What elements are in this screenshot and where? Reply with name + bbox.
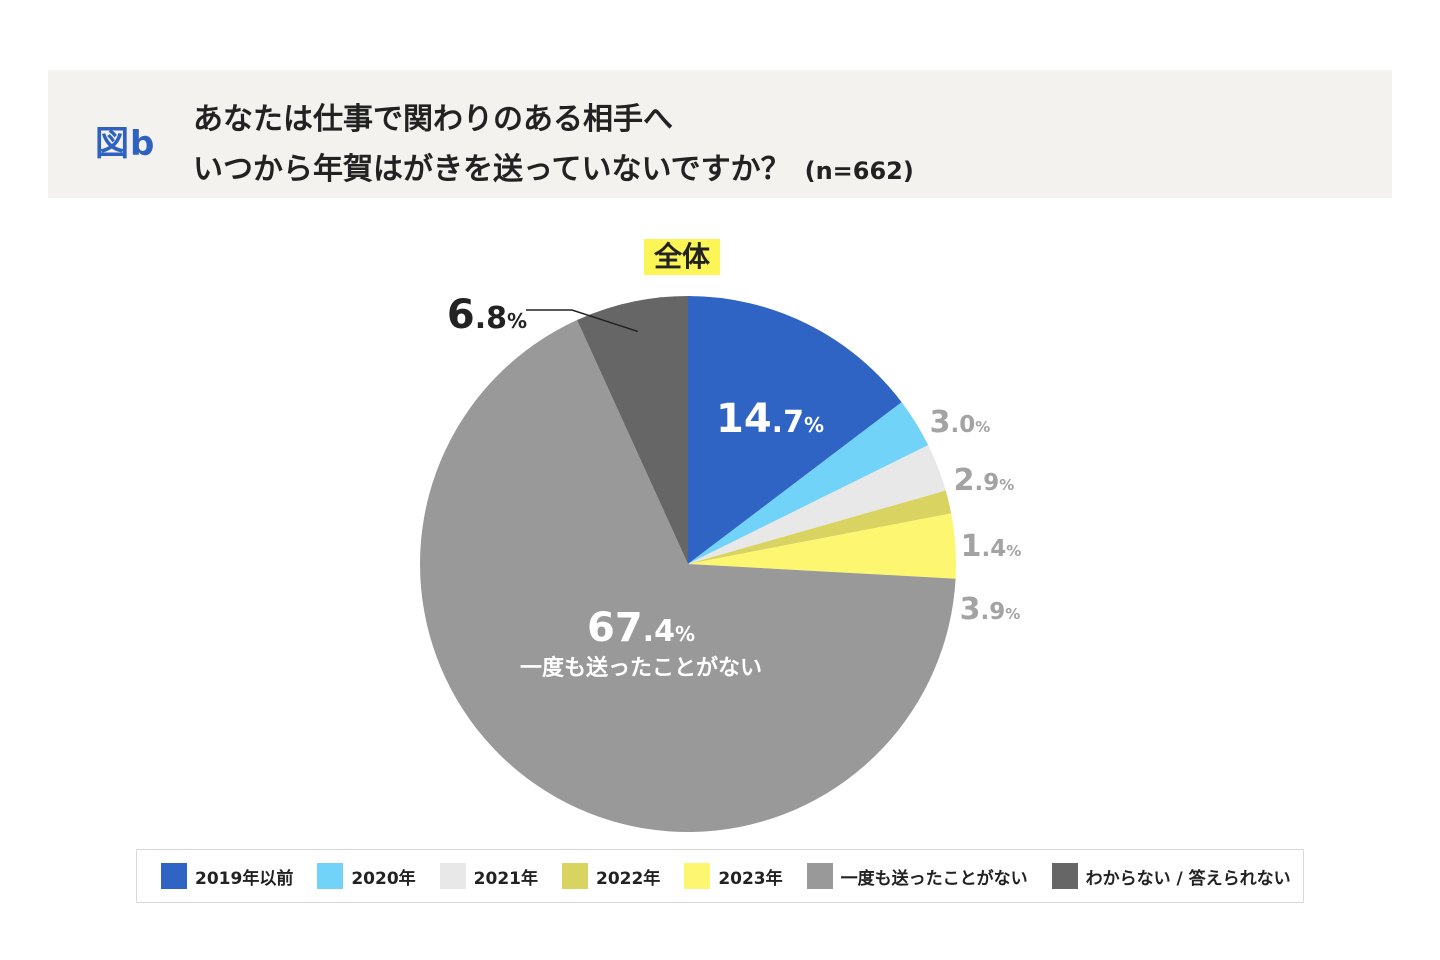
data-label-3: 2.9% [954,463,1015,498]
leader-line [526,309,638,333]
slice-caption: 一度も送ったことがない [520,655,762,681]
pie-slice-4 [688,490,952,564]
legend-item-3: 2021年 [439,863,538,889]
legend-item-6: 一度も送ったことがない [806,863,1028,889]
chart-subtitle: 全体 [644,239,721,275]
data-label-4: 1.4% [961,529,1022,564]
legend-label: 2019年以前 [195,868,294,889]
legend-swatch [161,863,187,889]
legend-label: 2022年 [595,868,661,889]
legend-items: 2019年以前 2020年 2021年 2022年 2023年 一度も送ったことがない わか… [137,850,1303,902]
legend-swatch [806,863,833,889]
pie-slice-7 [577,296,688,564]
figure-label: 図b [95,124,156,164]
legend-swatch [317,863,344,889]
legend-label: 2020年 [351,868,416,889]
chart-title-line-2: いつから年賀はがきを送っていないですか？ (n=662) [193,144,914,188]
data-label-5: 3.9% [960,592,1021,627]
legend-label: わからない / 答えられない [1085,868,1291,889]
legend-item-1: 2019年以前 [161,863,293,889]
legend-item-7: わからない / 答えられない [1051,863,1291,889]
sample-size: (n=662) [804,157,914,185]
pie-slice-1 [688,296,902,564]
pie-slice-3 [688,445,946,564]
legend-item-5: 2023年 [684,863,783,889]
legend-swatch [439,863,466,889]
legend-label: 2021年 [473,868,538,889]
legend-label: 一度も送ったことがない [840,868,1028,889]
pie-slice-6 [420,320,956,832]
legend-swatch [684,863,711,889]
legend-label: 2023年 [718,868,783,889]
legend-swatch [1051,863,1078,889]
pie-slice-5 [688,513,957,579]
chart-title-line-2-text: いつから年賀はがきを送っていないですか？ [193,152,791,187]
data-label-2: 3.0% [930,405,991,440]
legend-item-2: 2020年 [317,863,416,889]
data-label-7: 6.8% [447,292,527,338]
pie-slice-2 [688,402,929,564]
legend: 2019年以前 2020年 2021年 2022年 2023年 一度も送ったことがない わか… [136,849,1304,903]
data-label-1: 14.7% [716,396,824,442]
chart-title-line-1: あなたは仕事で関わりのある相手へ [193,102,673,137]
title-banner [48,70,1392,198]
data-label-6: 67.4% [587,605,695,651]
legend-swatch [561,863,588,889]
legend-item-4: 2022年 [561,863,661,889]
